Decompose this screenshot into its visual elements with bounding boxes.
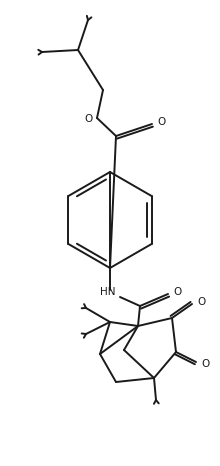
Text: O: O [85, 114, 93, 124]
Text: O: O [157, 117, 165, 127]
Text: HN: HN [100, 287, 116, 297]
Text: O: O [201, 359, 209, 369]
Text: O: O [197, 297, 205, 307]
Text: O: O [173, 287, 181, 297]
